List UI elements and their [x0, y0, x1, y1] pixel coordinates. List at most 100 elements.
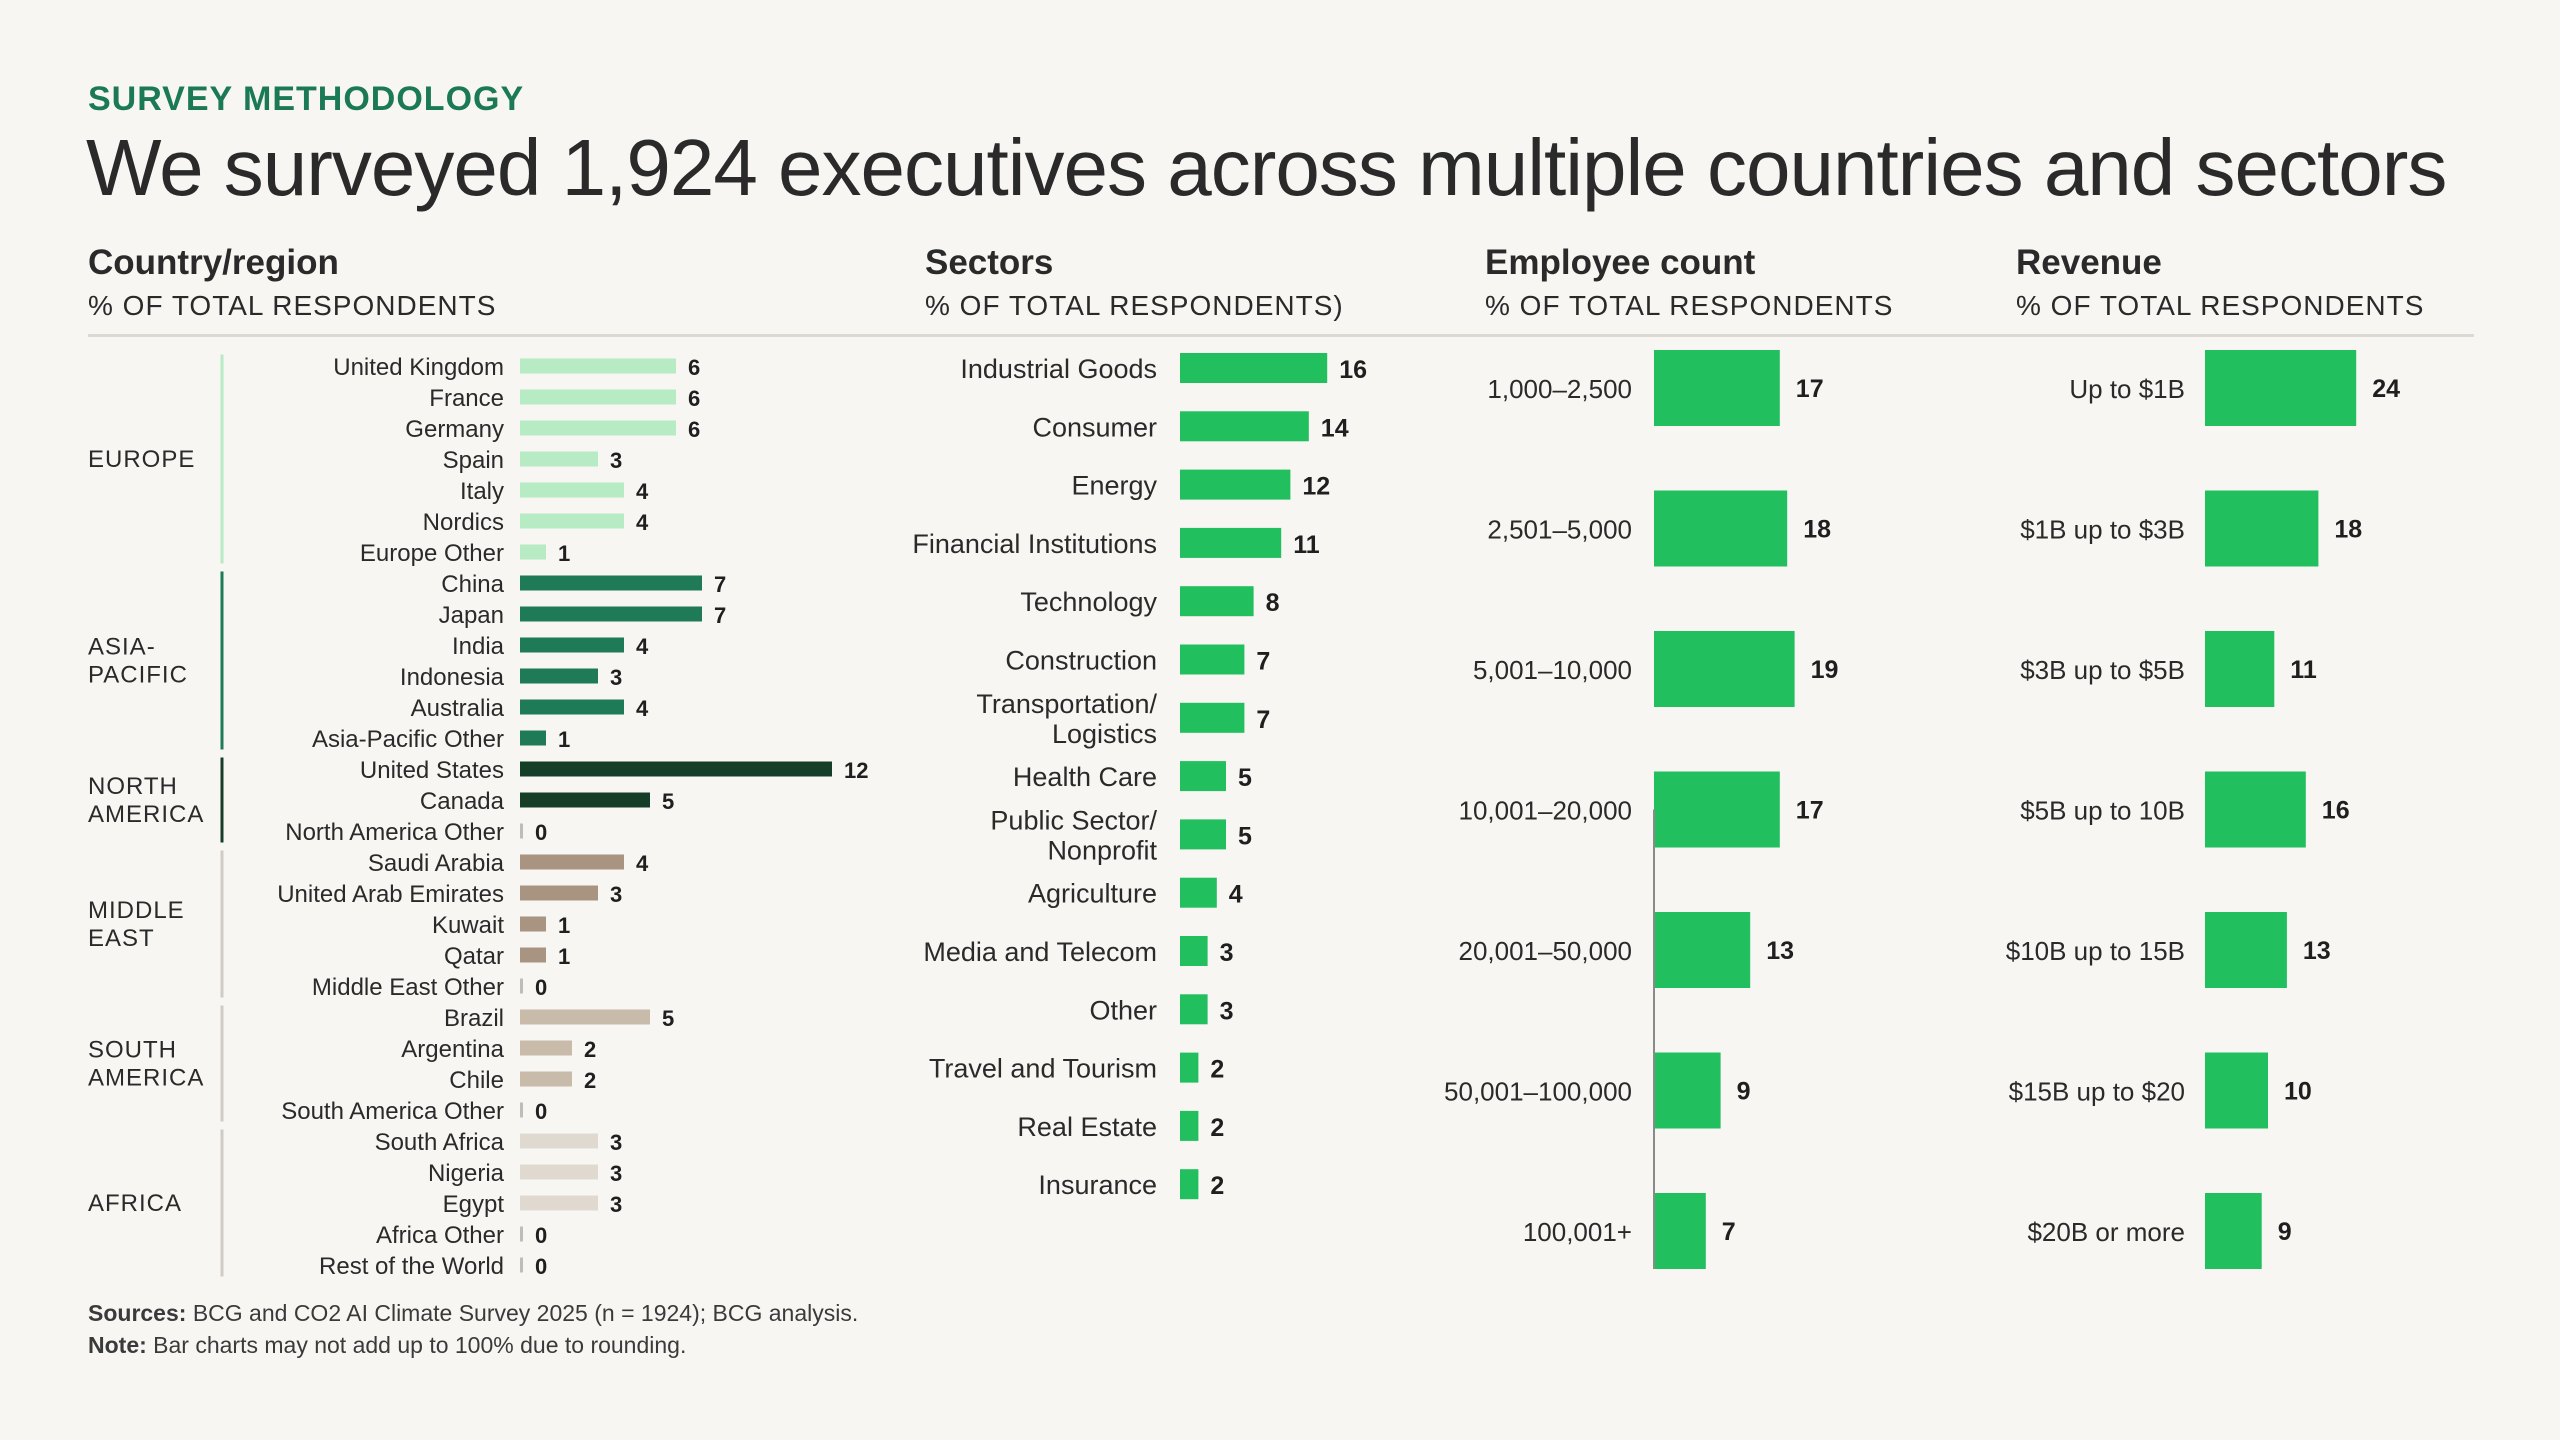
employee-bar-100-001 [1654, 1193, 1706, 1269]
country-value-japan: 7 [714, 603, 726, 628]
country-bar-kuwait [520, 916, 546, 932]
country-label-kuwait: Kuwait [432, 912, 504, 939]
revenue-label-15b-up-to-20: $15B up to $20 [2009, 1077, 2185, 1107]
employee-subheading: % OF TOTAL RESPONDENTS [1485, 290, 1894, 321]
country-value-spain: 3 [610, 448, 622, 473]
sector-bar-public-sector-nonprofit [1180, 819, 1226, 850]
sector-label-transportation-logistics-2: Logistics [1052, 719, 1157, 749]
country-value-france: 6 [688, 386, 700, 411]
country-bar-nigeria [520, 1164, 598, 1180]
country-bar-europe-other [520, 544, 546, 560]
country-value-south-america-other: 0 [535, 1099, 547, 1124]
country-value-nordics: 4 [636, 510, 649, 535]
sector-bar-consumer [1180, 411, 1309, 442]
employee-bar-10-001-20-000 [1654, 771, 1780, 848]
employee-label-5-001-10-000: 5,001–10,000 [1473, 655, 1632, 685]
revenue-bar-15b-up-to-20 [2205, 1052, 2268, 1129]
group-label-north-america-1: NORTH [88, 773, 178, 800]
revenue-value-5b-up-to-10b: 16 [2322, 797, 2350, 825]
employee-value-20-001-50-000: 13 [1766, 937, 1794, 965]
revenue-value-15b-up-to-20: 10 [2284, 1078, 2312, 1106]
sector-value-agriculture: 4 [1229, 881, 1243, 909]
note-text: Bar charts may not add up to 100% due to… [153, 1332, 687, 1358]
country-bar-united-kingdom [520, 358, 676, 374]
group-label-middle-east-1: MIDDLE [88, 897, 185, 924]
group-label-south-america-1: SOUTH [88, 1037, 177, 1064]
sector-value-technology: 8 [1266, 589, 1280, 617]
country-bar-italy [520, 482, 624, 498]
revenue-bar-20b-or-more [2205, 1193, 2262, 1269]
country-label-united-states: United States [360, 757, 504, 784]
country-bar-saudi-arabia [520, 854, 624, 870]
sector-label-insurance: Insurance [1038, 1170, 1157, 1200]
sector-value-consumer: 14 [1321, 414, 1349, 442]
sectors-heading: Sectors [925, 243, 1054, 282]
country-bar-north-america-other [520, 823, 523, 839]
revenue-bar-up-to-1b [2205, 350, 2357, 426]
group-label-south-america-2: AMERICA [88, 1065, 204, 1092]
revenue-label-up-to-1b: Up to $1B [2069, 374, 2185, 404]
country-bar-india [520, 637, 624, 653]
country-bar-rest-of-the-world [520, 1257, 523, 1273]
country-bar-united-states [520, 761, 832, 777]
country-bar-spain [520, 451, 598, 467]
country-value-brazil: 5 [662, 1006, 674, 1031]
country-value-china: 7 [714, 572, 726, 597]
country-value-united-states: 12 [844, 758, 868, 783]
sector-value-construction: 7 [1256, 648, 1270, 676]
country-value-rest-of-the-world: 0 [535, 1254, 547, 1279]
revenue-heading: Revenue [2016, 243, 2162, 282]
revenue-label-3b-up-to-5b: $3B up to $5B [2020, 655, 2185, 685]
sector-bar-energy [1180, 469, 1291, 500]
revenue-label-1b-up-to-3b: $1B up to $3B [2020, 515, 2185, 545]
sources-text: BCG and CO2 AI Climate Survey 2025 (n = … [192, 1300, 859, 1326]
country-label-italy: Italy [460, 478, 504, 505]
country-bar-asia-pacific-other [520, 730, 546, 746]
country-bar-germany [520, 420, 676, 436]
country-bar-south-america-other [520, 1102, 523, 1118]
country-bar-qatar [520, 947, 546, 963]
sector-value-insurance: 2 [1210, 1172, 1224, 1200]
employee-label-10-001-20-000: 10,001–20,000 [1458, 796, 1632, 826]
employee-label-2-501-5-000: 2,501–5,000 [1487, 515, 1632, 545]
revenue-subheading: % OF TOTAL RESPONDENTS [2016, 290, 2425, 321]
country-label-europe-other: Europe Other [360, 540, 504, 567]
revenue-bar-10b-up-to-15b [2205, 912, 2287, 988]
country-value-italy: 4 [636, 479, 649, 504]
page-title: We surveyed 1,924 executives across mult… [86, 123, 2447, 212]
country-value-chile: 2 [584, 1068, 596, 1093]
country-bar-australia [520, 699, 624, 715]
country-label-indonesia: Indonesia [400, 664, 505, 691]
revenue-label-10b-up-to-15b: $10B up to 15B [2006, 936, 2185, 966]
country-label-united-kingdom: United Kingdom [333, 354, 504, 381]
sector-bar-media-and-telecom [1180, 936, 1208, 966]
employee-value-10-001-20-000: 17 [1796, 797, 1824, 825]
country-label-middle-east-other: Middle East Other [312, 974, 504, 1001]
country-value-asia-pacific-other: 1 [558, 727, 570, 752]
employee-bar-5-001-10-000 [1654, 631, 1795, 707]
sector-label-health-care: Health Care [1013, 762, 1157, 792]
sector-label-public-sector-nonprofit-2: Nonprofit [1047, 835, 1157, 865]
country-value-south-africa: 3 [610, 1130, 622, 1155]
sector-bar-health-care [1180, 761, 1226, 792]
country-value-argentina: 2 [584, 1037, 596, 1062]
country-label-china: China [441, 571, 504, 598]
sector-value-media-and-telecom: 3 [1220, 939, 1234, 967]
country-bar-egypt [520, 1195, 598, 1211]
sector-value-transportation-logistics: 7 [1256, 706, 1270, 734]
sector-label-technology: Technology [1020, 587, 1157, 617]
country-label-nigeria: Nigeria [428, 1160, 505, 1187]
revenue-value-20b-or-more: 9 [2278, 1218, 2292, 1246]
group-label-middle-east-2: EAST [88, 925, 155, 952]
sector-bar-other [1180, 994, 1208, 1025]
country-subheading: % OF TOTAL RESPONDENTS [88, 290, 497, 321]
country-value-north-america-other: 0 [535, 820, 547, 845]
sectors-subheading: % OF TOTAL RESPONDENTS) [925, 290, 1344, 321]
employee-label-50-001-100-000: 50,001–100,000 [1444, 1077, 1632, 1107]
country-label-south-africa: South Africa [375, 1129, 505, 1156]
sector-value-industrial-goods: 16 [1339, 356, 1367, 384]
country-label-united-arab-emirates: United Arab Emirates [277, 881, 504, 908]
employee-bar-1-000-2-500 [1654, 350, 1780, 426]
country-value-canada: 5 [662, 789, 674, 814]
country-label-spain: Spain [443, 447, 504, 474]
